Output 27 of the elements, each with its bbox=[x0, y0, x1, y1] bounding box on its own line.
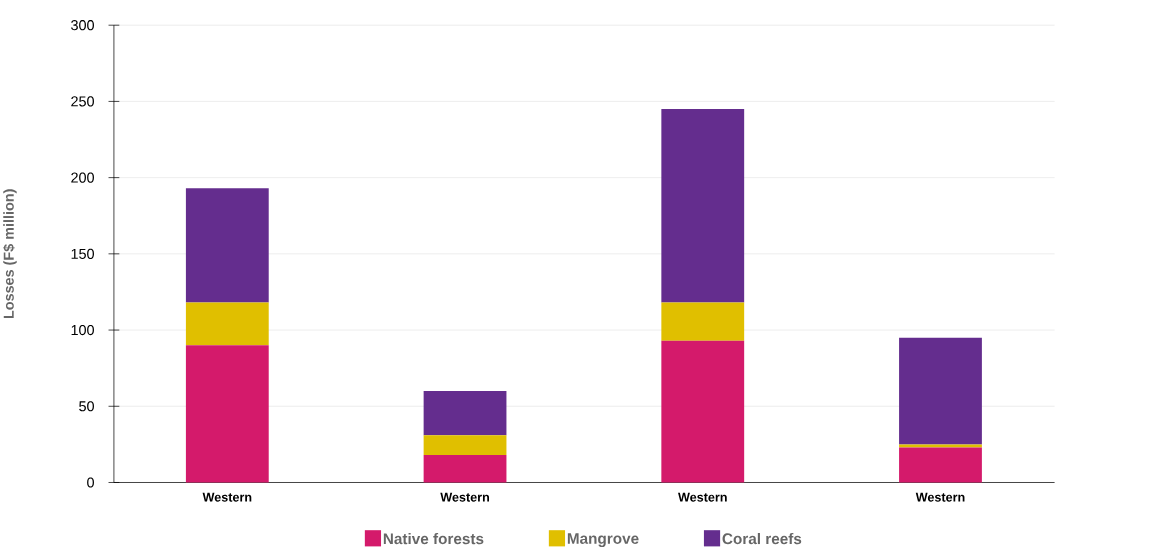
y-axis-title: Losses (F$ million) bbox=[3, 189, 17, 319]
y-tick-label: 0 bbox=[87, 477, 94, 488]
x-tick-label: Western bbox=[915, 492, 965, 502]
y-tick-label: 100 bbox=[71, 324, 94, 336]
legend-label: Coral reefs bbox=[722, 532, 802, 545]
bar bbox=[899, 337, 982, 445]
bar bbox=[661, 302, 745, 341]
legend-label: Native forests bbox=[383, 532, 484, 545]
y-tick-label: 250 bbox=[71, 96, 94, 107]
y-tick-label: 300 bbox=[71, 20, 94, 31]
bar bbox=[661, 109, 745, 303]
bar bbox=[661, 340, 745, 483]
bar bbox=[185, 302, 269, 346]
bar bbox=[423, 435, 507, 456]
legend-label: Mangrove bbox=[567, 533, 639, 548]
bar bbox=[423, 391, 507, 436]
bar bbox=[423, 455, 507, 483]
x-tick-label: Western bbox=[440, 492, 489, 502]
x-tick-label: Western bbox=[678, 492, 727, 502]
y-tick-label: 150 bbox=[71, 248, 94, 259]
y-tick-label: 200 bbox=[71, 172, 94, 183]
y-tick-label: 50 bbox=[79, 401, 94, 412]
bar bbox=[899, 447, 982, 483]
bar bbox=[899, 444, 982, 448]
bar bbox=[185, 345, 269, 483]
x-tick-label: Western bbox=[202, 492, 252, 502]
bar bbox=[185, 188, 269, 303]
